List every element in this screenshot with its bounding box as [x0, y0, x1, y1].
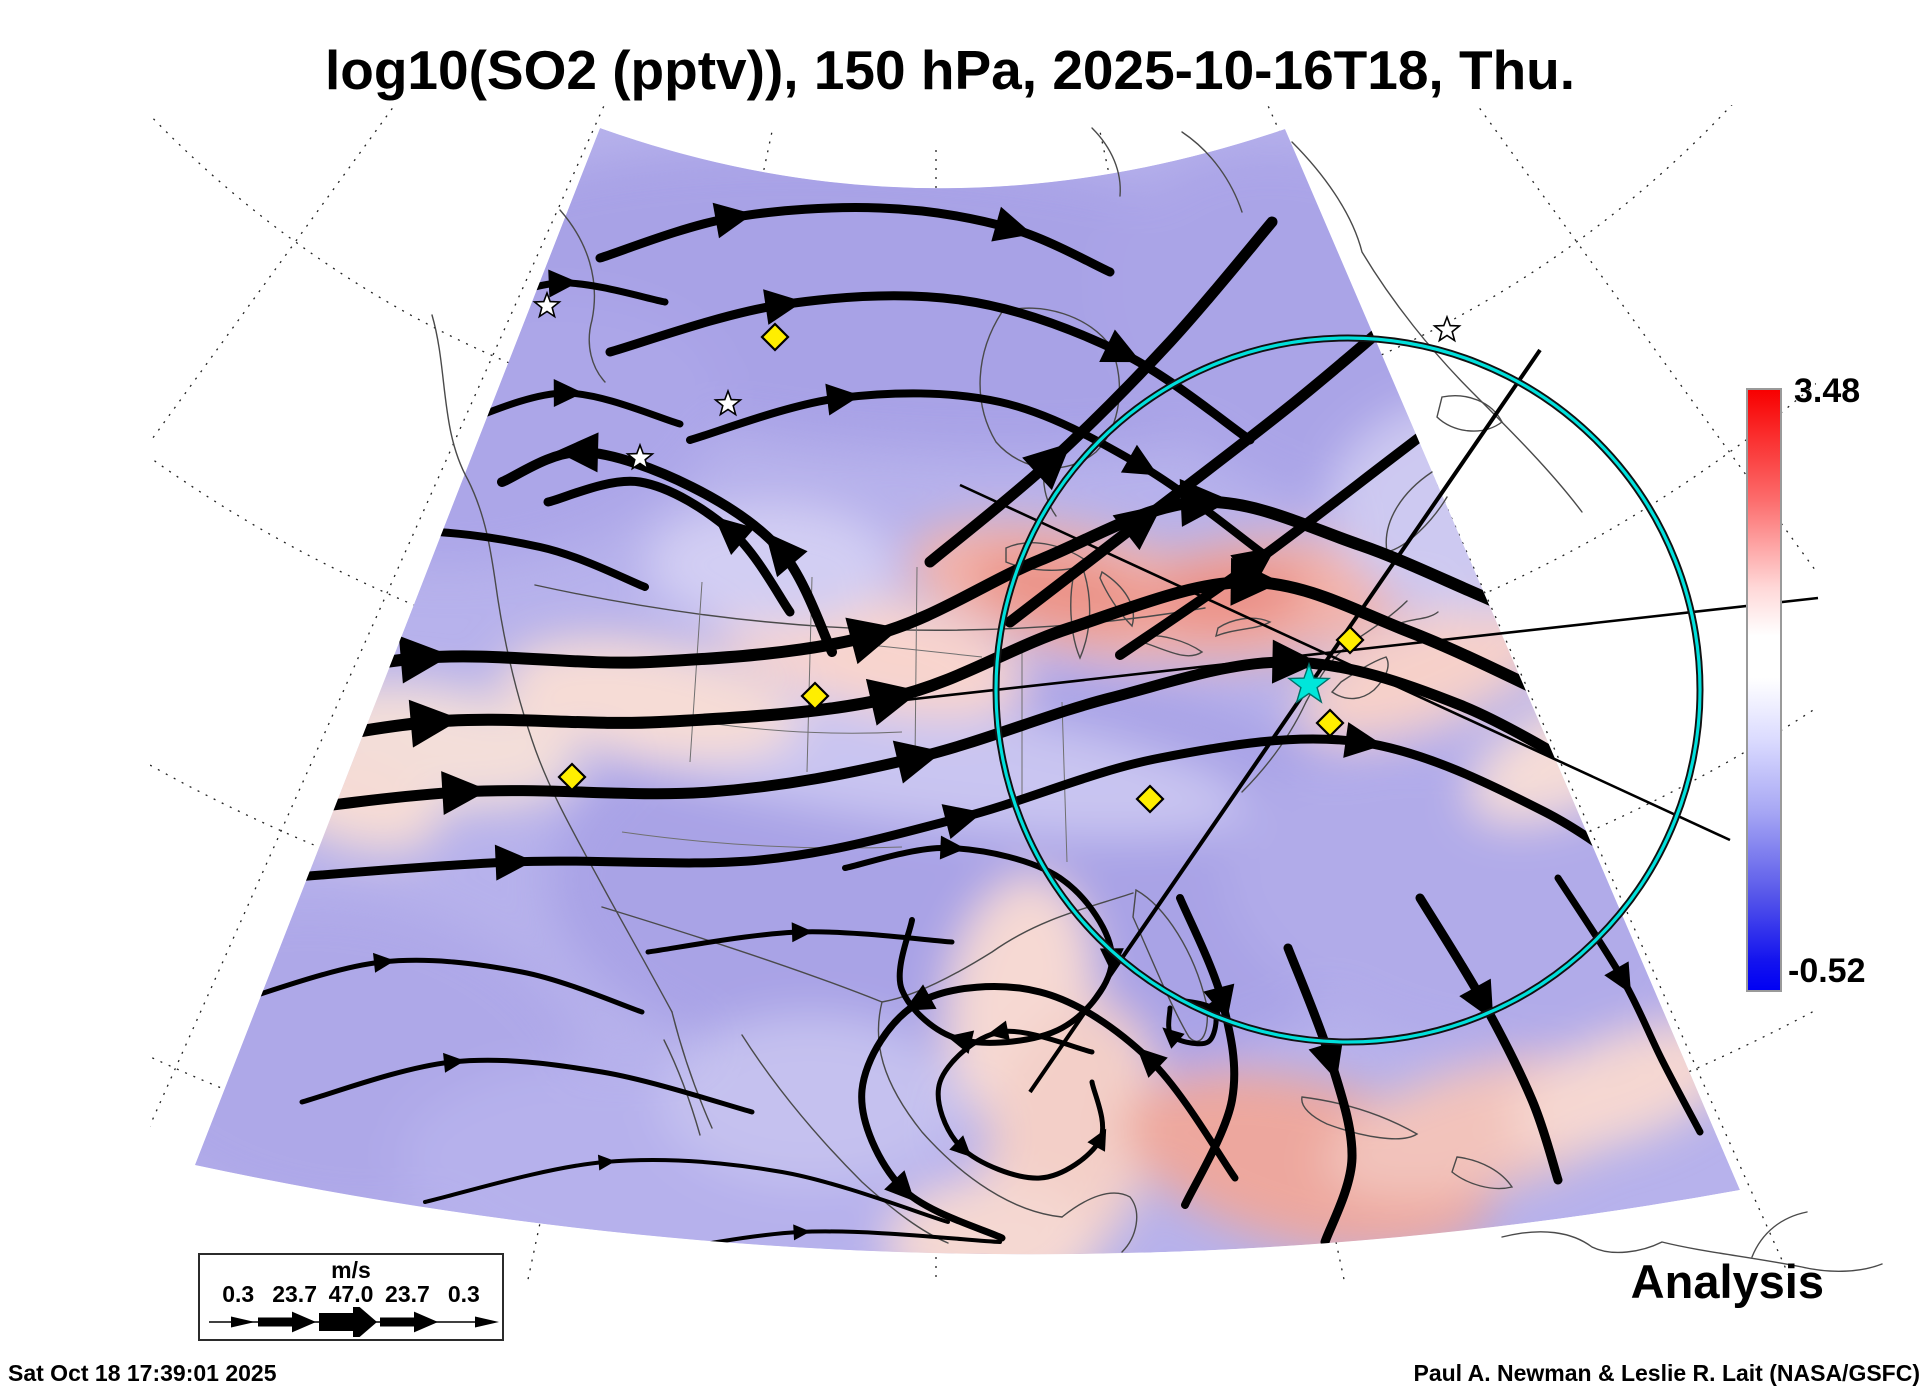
diamond-marker-icon — [1315, 708, 1345, 738]
wind-arrow-glyph — [209, 1307, 499, 1337]
analysis-label: Analysis — [1630, 1255, 1824, 1308]
colorbar-max-label: 3.48 — [1794, 372, 1861, 410]
cross-section-line — [959, 483, 1731, 842]
cross-section-line — [1028, 348, 1542, 1094]
diamond-marker-icon — [760, 322, 790, 352]
colorbar-gradient — [1746, 388, 1782, 992]
star-marker-icon — [532, 290, 562, 319]
legend-tick: 0.3 — [447, 1281, 480, 1307]
diamond-marker-icon — [800, 681, 830, 711]
diamond-marker-icon — [1335, 625, 1365, 655]
legend-units-label: m/s — [331, 1257, 371, 1283]
diamond-marker-icon — [1135, 784, 1165, 814]
legend-tick-labels: 0.3 23.7 47.0 23.7 0.3 — [200, 1282, 502, 1307]
plot-title: log10(SO2 (pptv)), 150 hPa, 2025-10-16T1… — [324, 39, 1576, 101]
legend-tick: 0.3 — [222, 1281, 255, 1307]
legend-tick: 47.0 — [328, 1281, 374, 1307]
overlay-layer — [532, 290, 1819, 1094]
diamond-marker-icon — [557, 762, 587, 792]
credit-text: Paul A. Newman & Leslie R. Lait (NASA/GS… — [1413, 1360, 1920, 1386]
cross-section-line — [904, 596, 1819, 702]
star-marker-icon — [713, 388, 743, 417]
cyan-star-icon — [1287, 661, 1331, 704]
star-marker-icon — [1432, 314, 1462, 343]
range-circle — [994, 336, 1702, 1044]
wind-speed-legend: m/s 0.3 23.7 47.0 23.7 0.3 — [198, 1253, 504, 1341]
legend-tick: 23.7 — [272, 1281, 317, 1307]
generated-timestamp: Sat Oct 18 17:39:01 2025 — [8, 1360, 277, 1386]
legend-tick: 23.7 — [385, 1281, 430, 1307]
colorbar-min-label: -0.52 — [1788, 952, 1866, 990]
star-marker-icon — [625, 442, 655, 471]
